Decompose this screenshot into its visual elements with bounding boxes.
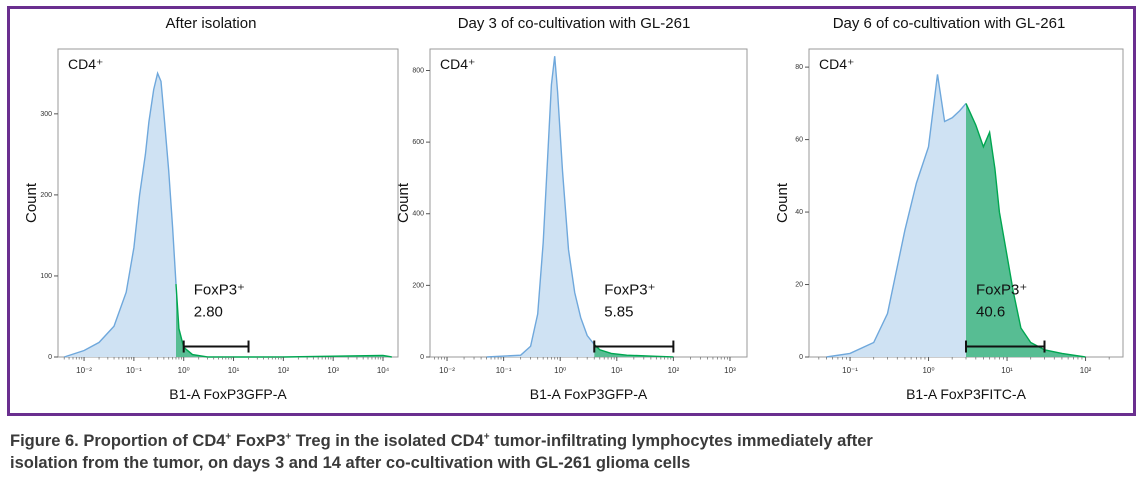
y-tick-label: 100 (40, 273, 52, 280)
histogram-line-total (826, 74, 967, 358)
y-tick-label: 0 (420, 354, 424, 361)
x-axis-label: B1-A FoxP3FITC-A (906, 386, 1026, 402)
x-tick-label: 10⁻¹ (842, 366, 858, 375)
x-tick-label: 10⁴ (377, 366, 390, 375)
histogram-line-gated (593, 343, 674, 358)
histogram-area-total (826, 74, 966, 358)
y-tick-label: 300 (40, 111, 52, 118)
y-tick-label: 40 (795, 209, 803, 216)
histogram-panel-after-isolation: After isolation 0 100 200 300 10⁻² 10⁻¹ 10⁰ 10¹… (12, 9, 410, 413)
x-tick-label: 10² (668, 366, 680, 375)
population-label: CD4⁺ (68, 56, 103, 72)
histogram-line-total (63, 71, 177, 358)
x-tick-label: 10⁻¹ (496, 366, 512, 375)
y-tick-label: 200 (40, 192, 52, 199)
y-tick-label: 400 (412, 211, 424, 218)
y-axis-label: Count (23, 182, 40, 223)
gate-label: FoxP3⁺ (604, 282, 655, 299)
x-axis-label: B1-A FoxP3GFP-A (169, 386, 287, 402)
panel-title: Day 6 of co-cultivation with GL-261 (832, 15, 1066, 32)
x-tick-label: 10² (1080, 366, 1092, 375)
x-tick-label: 10¹ (611, 366, 623, 375)
histogram-line-total (486, 56, 595, 358)
gate-percentage: 5.85 (604, 304, 633, 321)
y-tick-label: 200 (412, 282, 424, 289)
figure-frame: After isolation 0 100 200 300 10⁻² 10⁻¹ 10⁰ 10¹… (7, 6, 1136, 416)
histogram-panel-day-3: Day 3 of co-cultivation with GL-261 0 200… (385, 9, 763, 413)
y-tick-label: 0 (48, 354, 52, 361)
y-tick-label: 800 (412, 67, 424, 74)
plot-area (57, 48, 399, 358)
x-tick-label: 10³ (327, 366, 339, 375)
y-tick-label: 80 (795, 64, 803, 71)
histogram-area-total (64, 73, 176, 358)
y-axis-label: Count (774, 182, 791, 223)
x-tick-label: 10⁻² (439, 366, 455, 375)
plot-area (429, 48, 748, 358)
y-tick-label: 60 (795, 137, 803, 144)
histogram-plot: 0 20 40 60 80 10⁻¹ 10⁰ 10¹ 10² B1-A FoxP3FITC-A Co… (774, 48, 1124, 402)
gate-percentage: 40.6 (976, 304, 1005, 321)
y-tick-label: 0 (799, 354, 803, 361)
x-tick-label: 10³ (724, 366, 736, 375)
histogram-line-gated (175, 284, 392, 358)
y-tick-label: 20 (795, 282, 803, 289)
histogram-panel-day-6: Day 6 of co-cultivation with GL-261 0 20 4… (765, 9, 1133, 413)
population-label: CD4⁺ (819, 56, 854, 72)
x-tick-label: 10² (278, 366, 290, 375)
y-tick-label: 600 (412, 139, 424, 146)
histogram-area-total (486, 56, 595, 357)
population-label: CD4⁺ (440, 56, 475, 72)
x-tick-label: 10¹ (228, 366, 240, 375)
x-tick-label: 10¹ (1001, 366, 1013, 375)
histogram-area-gated (966, 103, 1086, 358)
x-tick-label: 10⁻² (76, 366, 92, 375)
x-axis-label: B1-A FoxP3GFP-A (530, 386, 648, 402)
figure-caption: Figure 6. Proportion of CD4+ FoxP3+ Treg… (10, 431, 873, 472)
y-axis-label: Count (395, 182, 412, 223)
x-tick-label: 10⁰ (554, 366, 566, 375)
x-tick-label: 10⁰ (922, 366, 934, 375)
histogram-plot: 0 200 400 600 800 10⁻² 10⁻¹ 10⁰ 10¹ 10² 10³ B1-A Fo… (395, 48, 748, 402)
x-tick-label: 10⁰ (178, 366, 190, 375)
gate-label: FoxP3⁺ (976, 282, 1027, 299)
gate-label: FoxP3⁺ (194, 282, 245, 299)
histogram-plot: 0 100 200 300 10⁻² 10⁻¹ 10⁰ 10¹ 10² 10³ 10⁴ B1-A Fo… (23, 48, 399, 402)
panel-title: After isolation (165, 15, 257, 32)
gate-percentage: 2.80 (194, 304, 223, 321)
x-tick-label: 10⁻¹ (126, 366, 142, 375)
panel-title: Day 3 of co-cultivation with GL-261 (457, 15, 691, 32)
